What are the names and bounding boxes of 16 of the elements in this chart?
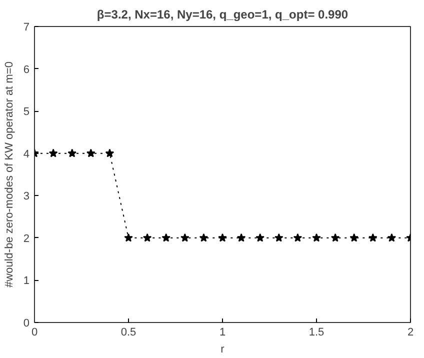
x-tick-label: 0 (31, 326, 38, 338)
y-axis-title: #would-be zero-modes of KW operator at m=0 (3, 62, 16, 288)
y-tick-label: 7 (23, 22, 30, 34)
x-tick-label: 2 (407, 326, 414, 338)
y-tick-label: 0 (23, 318, 30, 330)
y-tick-label: 1 (23, 275, 30, 288)
y-tick-label: 4 (23, 148, 30, 160)
x-tick-label: 1.5 (308, 326, 324, 338)
y-tick-label: 2 (23, 232, 30, 245)
y-tick-label: 6 (23, 64, 30, 76)
x-tick-label: 1 (219, 326, 226, 338)
x-axis-title: r (220, 344, 225, 356)
x-tick-label: 0.5 (120, 326, 136, 338)
y-tick-label: 3 (23, 190, 30, 203)
y-tick-label: 5 (23, 106, 30, 118)
chart-title: β=3.2, Nx=16, Ny=16, q_geo=1, q_opt= 0.990 (96, 8, 348, 22)
